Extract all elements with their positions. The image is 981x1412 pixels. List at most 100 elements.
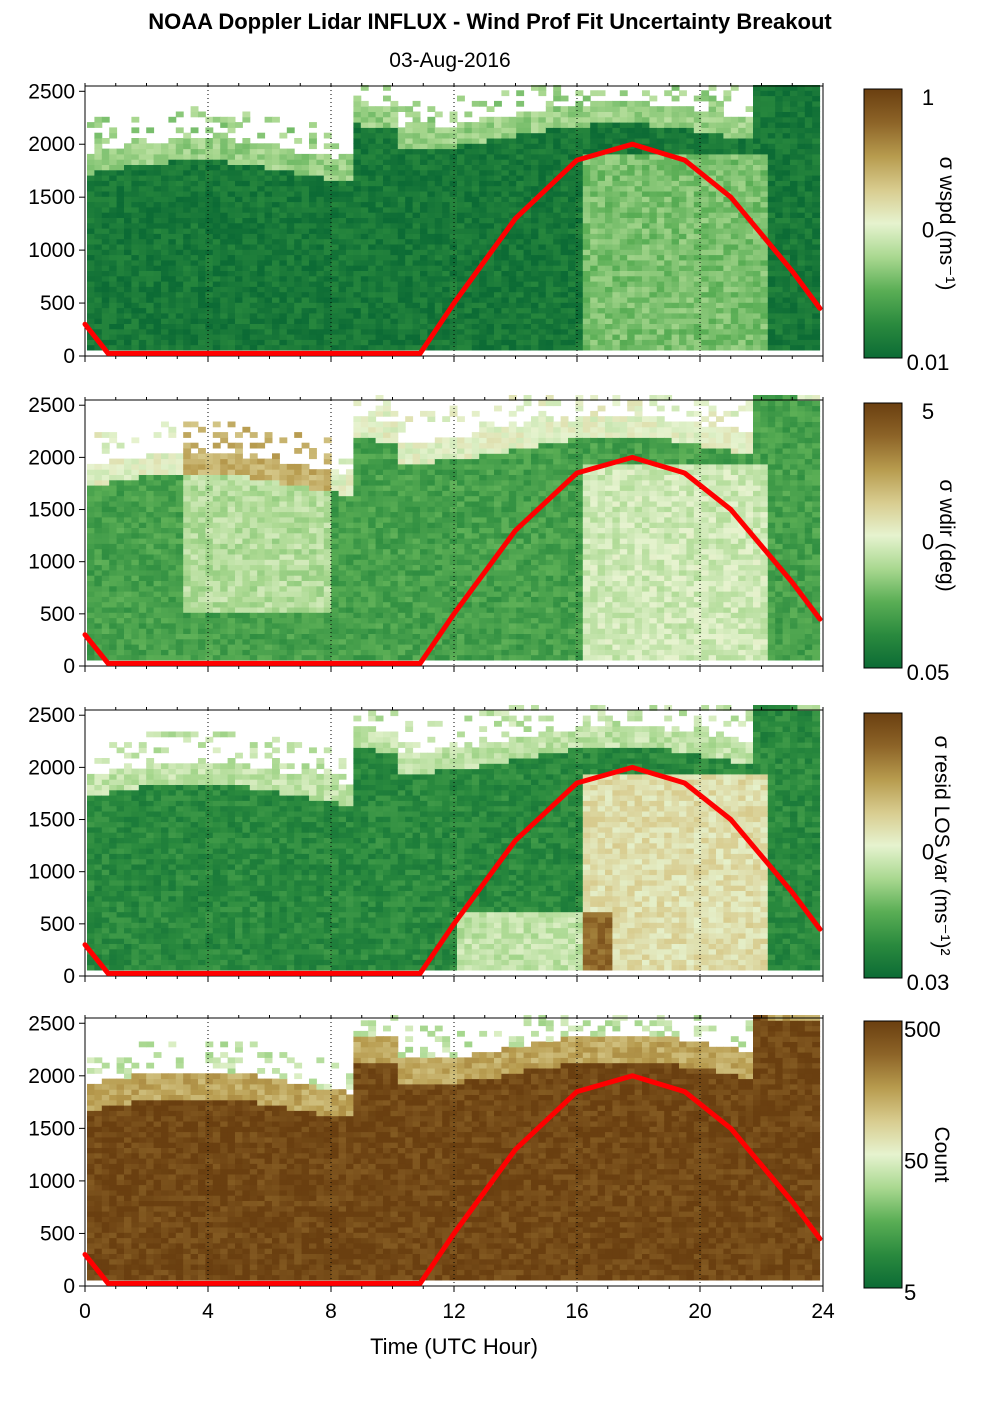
heatmap-cell (642, 328, 650, 335)
heatmap-cell (775, 302, 784, 309)
heatmap-cell (427, 191, 436, 197)
heatmap-cell (131, 591, 140, 597)
heatmap-cell (486, 244, 495, 250)
heatmap-cell (730, 132, 739, 139)
heatmap-cell (730, 291, 739, 298)
heatmap-cell (523, 281, 532, 287)
heatmap-cell (449, 217, 458, 224)
heatmap-cell (590, 212, 599, 218)
heatmap-cell (760, 122, 769, 128)
heatmap-cell (538, 259, 547, 266)
heatmap-cell (582, 328, 591, 335)
heatmap-cell (124, 633, 132, 640)
heatmap-cell (161, 596, 169, 603)
heatmap-cell (286, 212, 295, 218)
heatmap-cell (686, 143, 695, 150)
heatmap-cell (812, 185, 821, 192)
heatmap-cell (797, 132, 806, 139)
heatmap-cell (375, 291, 384, 298)
heatmap-cell (634, 312, 643, 319)
heatmap-cell (286, 275, 295, 282)
heatmap-cell (634, 270, 643, 277)
heatmap-cell (442, 185, 451, 192)
heatmap-cell (94, 212, 103, 218)
heatmap-cell (568, 259, 576, 266)
heatmap-cell (242, 228, 251, 234)
heatmap-cell (790, 116, 798, 123)
heatmap-cell (146, 506, 155, 513)
heatmap-cell (101, 233, 110, 240)
heatmap-cell (138, 506, 147, 513)
heatmap-cell (94, 506, 103, 513)
heatmap-cell (390, 201, 399, 208)
heatmap-cell (124, 169, 132, 176)
heatmap-cell (368, 281, 377, 287)
heatmap-cell (627, 259, 636, 266)
heatmap-cell (523, 111, 532, 118)
heatmap-cell (168, 649, 177, 656)
heatmap-cell (161, 458, 169, 465)
heatmap-cell (279, 297, 288, 303)
heatmap-cell (146, 628, 155, 634)
heatmap-cell (175, 532, 184, 539)
heatmap-cell (412, 312, 421, 319)
heatmap-cell (427, 212, 436, 218)
heatmap-cell (309, 254, 317, 261)
heatmap-cell (679, 185, 687, 192)
heatmap-cell (634, 328, 643, 335)
heatmap-cell (723, 201, 732, 208)
heatmap-cell (634, 222, 643, 229)
heatmap-cell (138, 580, 147, 587)
heatmap-cell (753, 270, 761, 277)
heatmap-cell (242, 291, 251, 298)
heatmap-cell (220, 191, 229, 197)
heatmap-cell (671, 238, 680, 245)
heatmap-cell (471, 328, 480, 335)
heatmap-cell (405, 196, 414, 203)
heatmap-cell (420, 270, 428, 277)
heatmap-cell (486, 334, 495, 340)
heatmap-cell (716, 275, 724, 282)
heatmap-cell (353, 169, 362, 176)
heatmap-cell (101, 564, 110, 571)
heatmap-cell (642, 228, 650, 234)
heatmap-cell (523, 275, 532, 282)
heatmap-cell (190, 286, 199, 293)
heatmap-cell (383, 85, 391, 91)
heatmap-cell (138, 180, 147, 187)
heatmap-cell (87, 612, 95, 619)
heatmap-cell (753, 164, 761, 171)
heatmap-cell (612, 275, 621, 282)
heatmap-cell (101, 291, 110, 298)
heatmap-cell (168, 328, 177, 335)
heatmap-cell (124, 479, 132, 486)
heatmap-cell (94, 138, 103, 144)
heatmap-cell (671, 95, 680, 102)
heatmap-cell (590, 132, 599, 139)
heatmap-cell (286, 302, 295, 309)
heatmap-cell (531, 302, 539, 309)
heatmap-cell (679, 307, 687, 314)
heatmap-cell (708, 132, 717, 139)
heatmap-cell (368, 132, 377, 139)
heatmap-cell (198, 212, 206, 218)
heatmap-cell (738, 233, 747, 240)
heatmap-cell (531, 153, 539, 160)
heatmap-cell (679, 206, 687, 213)
heatmap-cell (708, 339, 717, 346)
heatmap-cell (760, 344, 769, 351)
heatmap-cell (545, 249, 554, 256)
heatmap-cell (316, 328, 325, 335)
heatmap-cell (353, 312, 362, 319)
heatmap-cell (131, 148, 140, 155)
heatmap-cell (716, 180, 724, 187)
heatmap-cell (597, 217, 606, 224)
heatmap-cell (146, 153, 155, 160)
heatmap-cell (464, 164, 473, 171)
heatmap-cell (560, 217, 569, 224)
heatmap-cell (516, 90, 525, 97)
heatmap-cell (745, 148, 754, 155)
heatmap-cell (442, 254, 451, 261)
heatmap-cell (390, 249, 399, 256)
heatmap-cell (656, 116, 665, 123)
